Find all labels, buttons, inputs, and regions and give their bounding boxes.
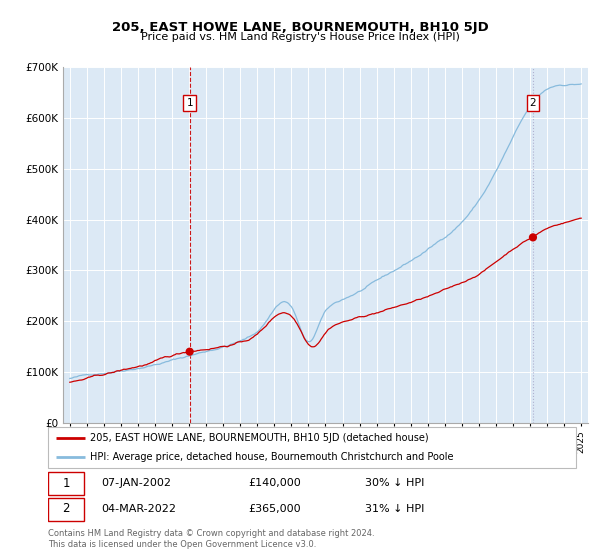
Text: Price paid vs. HM Land Registry's House Price Index (HPI): Price paid vs. HM Land Registry's House … (140, 32, 460, 43)
Text: 30% ↓ HPI: 30% ↓ HPI (365, 478, 424, 488)
Text: £140,000: £140,000 (248, 478, 301, 488)
FancyBboxPatch shape (48, 472, 84, 496)
Text: 1: 1 (187, 98, 193, 108)
Text: 2: 2 (530, 98, 536, 108)
Text: 31% ↓ HPI: 31% ↓ HPI (365, 504, 424, 514)
Point (528, 233, 538, 242)
Text: £365,000: £365,000 (248, 504, 301, 514)
Text: 1: 1 (62, 477, 70, 490)
Text: HPI: Average price, detached house, Bournemouth Christchurch and Poole: HPI: Average price, detached house, Bour… (90, 452, 454, 461)
FancyBboxPatch shape (48, 427, 576, 468)
Text: 04-MAR-2022: 04-MAR-2022 (101, 504, 176, 514)
Text: 205, EAST HOWE LANE, BOURNEMOUTH, BH10 5JD: 205, EAST HOWE LANE, BOURNEMOUTH, BH10 5… (112, 21, 488, 34)
Text: 205, EAST HOWE LANE, BOURNEMOUTH, BH10 5JD (detached house): 205, EAST HOWE LANE, BOURNEMOUTH, BH10 5… (90, 433, 429, 443)
Text: Contains HM Land Registry data © Crown copyright and database right 2024.
This d: Contains HM Land Registry data © Crown c… (48, 529, 374, 549)
Point (185, 347, 194, 356)
FancyBboxPatch shape (48, 497, 84, 521)
Text: 2: 2 (62, 502, 70, 515)
Text: 07-JAN-2002: 07-JAN-2002 (101, 478, 171, 488)
